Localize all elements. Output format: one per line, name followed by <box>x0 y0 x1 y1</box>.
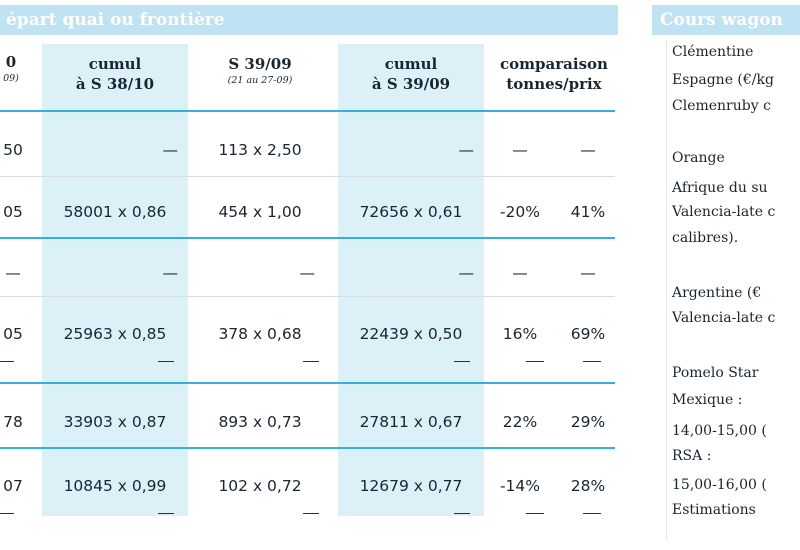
table-cell: 12679 x 0,77 <box>359 477 463 495</box>
rule <box>0 237 615 239</box>
mexique-value: 14,00-15,00 ( <box>672 423 767 439</box>
table-cell: — <box>512 264 528 282</box>
table-cell: 28% <box>570 477 606 495</box>
orange-variety-1-cont: calibres). <box>672 230 739 246</box>
rule <box>0 382 615 384</box>
clementine-variety: Clemenruby c <box>672 98 771 114</box>
placeholder-dash <box>158 513 174 514</box>
table-cell: 893 x 0,73 <box>218 413 302 431</box>
placeholder-dash <box>526 513 544 514</box>
table-cell: — <box>458 141 475 159</box>
column-header-cumul-39: cumul à S 39/09 <box>371 55 451 93</box>
table-cell: -14% <box>499 477 541 495</box>
table-cell: 69% <box>570 325 606 343</box>
estimations-note: Estimations <box>672 502 756 518</box>
table-cell: -20% <box>499 203 541 221</box>
column-header-cumul-38: cumul à S 38/10 <box>75 55 155 93</box>
placeholder-dash <box>303 361 319 362</box>
placeholder-dash <box>0 513 14 514</box>
rsa-label: RSA : <box>672 448 712 464</box>
orange-title: Orange <box>672 150 725 166</box>
table-cell: 29% <box>570 413 606 431</box>
clementine-title: Clémentine <box>672 44 754 60</box>
table-cell: 22% <box>502 413 538 431</box>
table-cell: 05 <box>3 203 23 221</box>
orange-variety-1: Valencia-late c <box>672 204 776 220</box>
column-header-s39: S 39/09 (21 au 27-09) <box>227 55 293 86</box>
table-cell: 27811 x 0,67 <box>359 413 463 431</box>
placeholder-dash <box>454 361 470 362</box>
table-cell: 78 <box>3 413 23 431</box>
table-cell: — <box>162 141 179 159</box>
table-cell: — <box>580 141 596 159</box>
table-cell: 25963 x 0,85 <box>63 325 167 343</box>
table-cell: 58001 x 0,86 <box>63 203 167 221</box>
placeholder-dash <box>0 361 14 362</box>
orange-variety-2: Valencia-late c <box>672 310 776 326</box>
table-cell: 16% <box>502 325 538 343</box>
placeholder-dash <box>526 361 544 362</box>
table-cell: 102 x 0,72 <box>218 477 302 495</box>
rule <box>0 110 615 112</box>
rsa-value: 15,00-16,00 ( <box>672 477 767 493</box>
table-cell: — <box>299 264 316 282</box>
section-header-depart: épart quai ou frontière <box>0 5 618 35</box>
orange-origin-south-africa: Afrique du su <box>672 180 768 196</box>
table-cell: 454 x 1,00 <box>218 203 302 221</box>
rule <box>0 296 615 297</box>
placeholder-dash <box>583 361 601 362</box>
shaded-column-cumul-1 <box>42 44 188 516</box>
shaded-column-cumul-2 <box>338 44 484 516</box>
table-cell: 72656 x 0,61 <box>359 203 463 221</box>
placeholder-dash <box>158 361 174 362</box>
clementine-origin: Espagne (€/kg <box>672 72 774 88</box>
table-cell: — <box>5 264 21 282</box>
section-header-cours-wagon: Cours wagon <box>652 5 800 35</box>
table-cell: 378 x 0,68 <box>218 325 302 343</box>
table-cell: 22439 x 0,50 <box>359 325 463 343</box>
placeholder-dash <box>454 513 470 514</box>
rule <box>0 447 615 449</box>
side-divider <box>666 40 667 540</box>
table-cell: — <box>512 141 528 159</box>
table-cell: 50 <box>3 141 23 159</box>
column-header-comparaison: comparaison tonnes/prix <box>500 55 608 93</box>
table-cell: — <box>458 264 475 282</box>
orange-origin-argentina: Argentine (€ <box>672 285 762 301</box>
mexique-label: Mexique : <box>672 392 743 408</box>
table-cell: — <box>162 264 179 282</box>
table-cell: 05 <box>3 325 23 343</box>
table-cell: 33903 x 0,87 <box>63 413 167 431</box>
rule <box>0 176 615 177</box>
table-cell: 10845 x 0,99 <box>63 477 167 495</box>
table-cell: — <box>580 264 596 282</box>
placeholder-dash <box>583 513 601 514</box>
placeholder-dash <box>303 513 319 514</box>
table-cell: 07 <box>3 477 23 495</box>
table-cell: 113 x 2,50 <box>218 141 302 159</box>
column-header-0: 0 09) <box>3 53 19 84</box>
table-cell: 41% <box>570 203 606 221</box>
pomelo-title: Pomelo Star <box>672 365 759 381</box>
